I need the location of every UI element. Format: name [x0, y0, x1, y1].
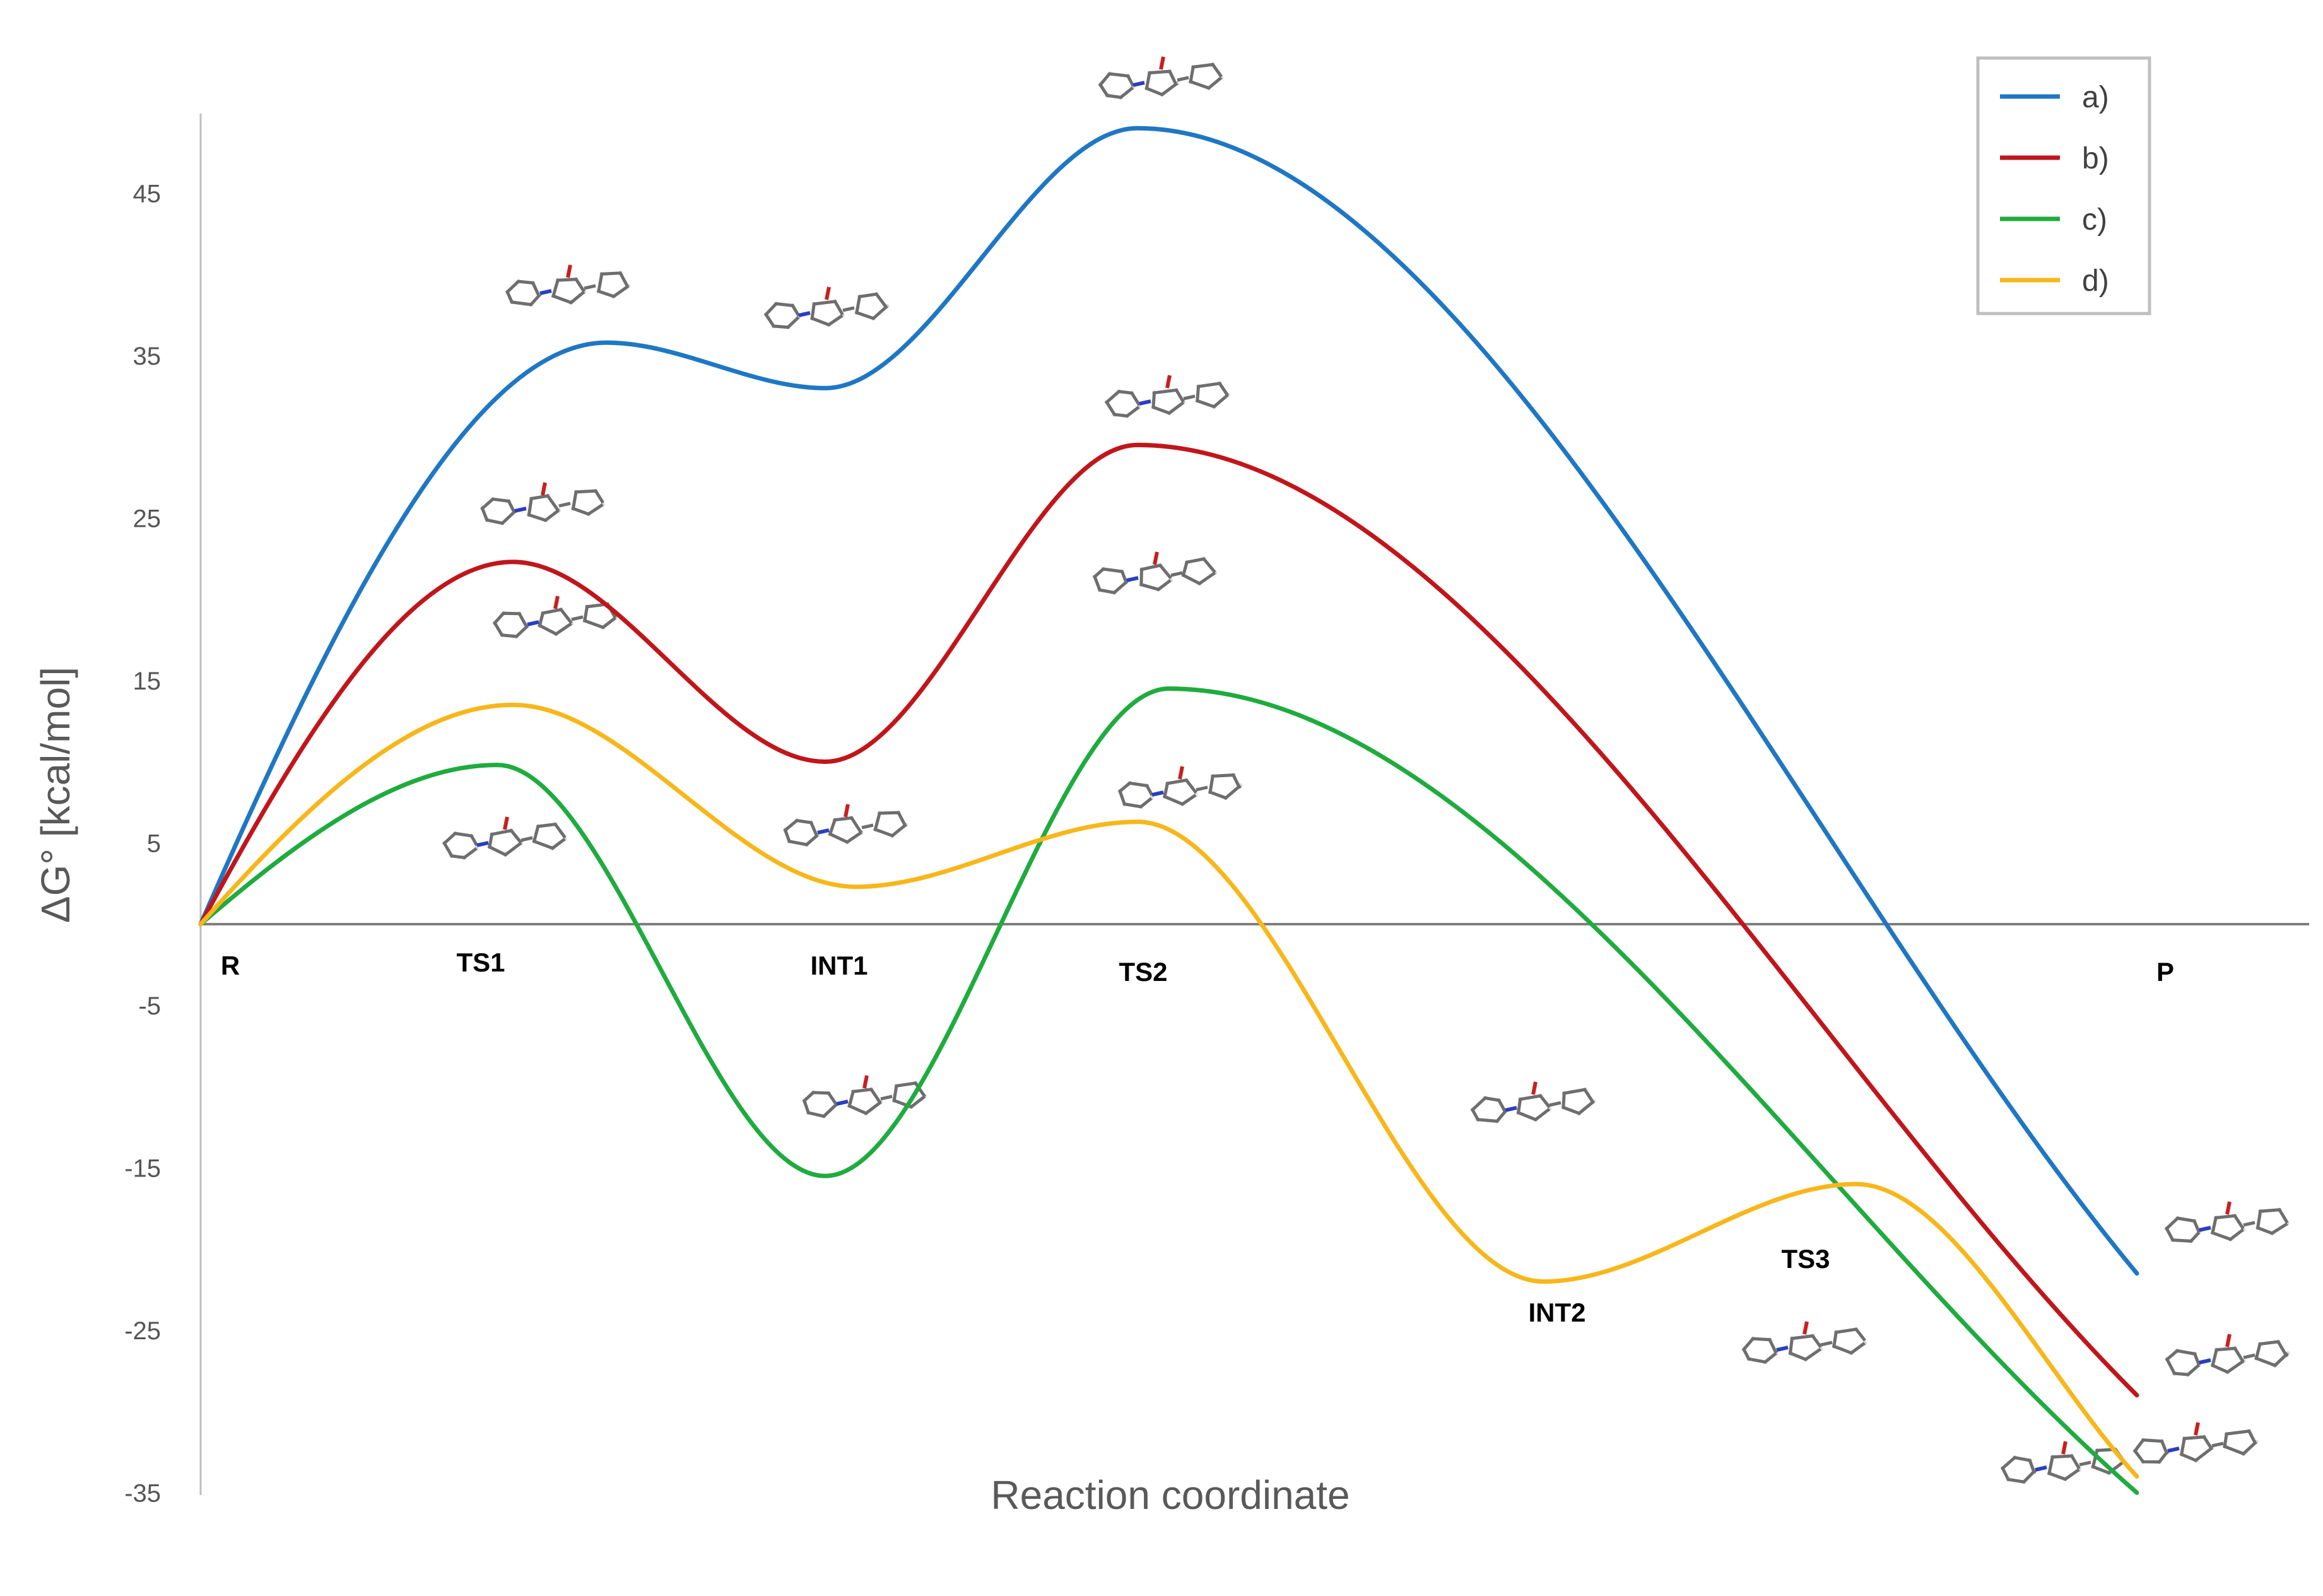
x-axis-title: Reaction coordinate [991, 1472, 1350, 1518]
molecule-sketch [505, 264, 630, 307]
molecule-sketch [783, 804, 909, 847]
y-tick-label: 25 [133, 505, 162, 532]
series-line-3 [198, 686, 2139, 1495]
y-tick-label: 35 [133, 343, 162, 370]
series-line-1 [198, 126, 2139, 1276]
stage-label-ts1: TS1 [456, 948, 505, 977]
legend-label-1: a) [2082, 81, 2109, 114]
series-line-4 [198, 702, 2139, 1479]
series-line-2 [198, 442, 2139, 1398]
stage-label-ts3: TS3 [1781, 1244, 1830, 1274]
y-tick-label: 5 [147, 830, 161, 857]
series-lines [198, 126, 2139, 1495]
y-tick-label: 15 [133, 667, 162, 695]
stage-label-int1: INT1 [810, 951, 867, 980]
molecule-structure-images [442, 56, 2290, 1484]
molecule-sketch [1092, 551, 1218, 595]
y-tick-label: -5 [138, 992, 161, 1020]
legend: a) b) c) d) [1976, 56, 2151, 315]
legend-box [1976, 56, 2151, 315]
molecule-sketch [2164, 1201, 2290, 1243]
y-tick-label: -15 [124, 1154, 161, 1182]
y-tick-label: 45 [133, 180, 162, 208]
molecule-sketch [2000, 1441, 2126, 1484]
molecule-sketch [802, 1075, 927, 1118]
legend-label-4: d) [2082, 264, 2109, 298]
stage-label-r: R [221, 951, 240, 980]
molecule-sketch [492, 596, 618, 639]
stage-label-p: P [2156, 957, 2174, 987]
y-tick-labels: 45 35 25 15 5 -5 -15 -25 -35 [124, 180, 161, 1507]
legend-label-2: b) [2082, 142, 2109, 175]
molecule-sketch [1117, 766, 1243, 809]
stage-label-ts2: TS2 [1119, 957, 1167, 987]
molecule-sketch [2132, 1422, 2259, 1464]
stage-labels: R TS1 INT1 TS2 INT2 TS3 P [221, 948, 2174, 1327]
molecule-sketch [763, 286, 890, 330]
y-tick-label: -25 [124, 1317, 161, 1345]
legend-label-3: c) [2082, 203, 2107, 237]
y-tick-label: -35 [124, 1479, 161, 1507]
y-axis-title: ΔG° [kcal/mol] [33, 667, 78, 923]
stage-label-int2: INT2 [1528, 1298, 1585, 1327]
molecule-sketch [1098, 56, 1224, 100]
molecule-sketch [1470, 1081, 1596, 1124]
molecule-sketch [442, 816, 567, 860]
molecule-sketch [1741, 1321, 1867, 1364]
molecule-sketch [2165, 1334, 2290, 1377]
molecule-sketch [480, 482, 605, 525]
molecule-sketch [1104, 375, 1230, 418]
